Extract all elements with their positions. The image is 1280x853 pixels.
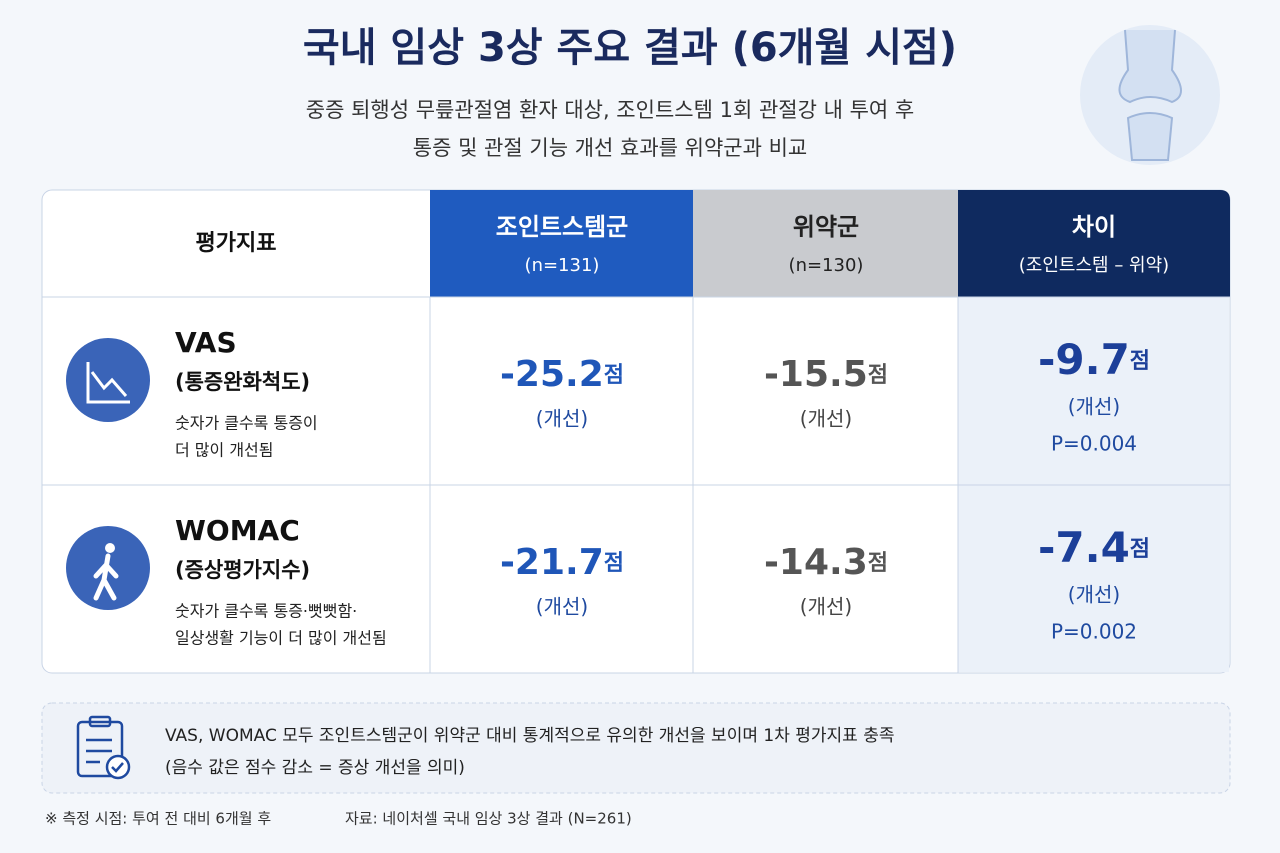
metric-desc: 더 많이 개선됨 <box>175 441 274 460</box>
header-cell <box>430 190 693 297</box>
metric-sub: (증상평가지수) <box>175 558 310 582</box>
column-title: 위약군 <box>793 213 859 241</box>
metric-sub: (통증완화척도) <box>175 370 310 394</box>
note-text: (음수 값은 점수 감소 = 증상 개선을 의미) <box>165 758 465 778</box>
table-lines <box>42 296 1230 673</box>
value: -21.7 <box>500 542 604 583</box>
value: -14.3 <box>764 542 868 583</box>
table <box>41 189 1231 674</box>
column-title: 평가지표 <box>196 231 277 256</box>
header-cell <box>693 190 958 297</box>
result-note: (개선) <box>1068 583 1120 607</box>
result-value: -9.7점 <box>1038 335 1150 384</box>
unit: 점 <box>604 363 624 388</box>
knee-icon <box>1080 25 1220 165</box>
column-title: 조인트스템군 <box>496 213 628 241</box>
unit: 점 <box>1130 537 1150 562</box>
subtitle: 중증 퇴행성 무릎관절염 환자 대상, 조인트스템 1회 관절강 내 투여 후 <box>306 98 914 122</box>
result-note: (개선) <box>536 595 588 619</box>
value: -7.4 <box>1038 523 1130 572</box>
footer-text: ※ 측정 시점: 투여 전 대비 6개월 후 <box>45 810 271 828</box>
p-value: P=0.004 <box>1051 432 1137 456</box>
value: -15.5 <box>764 354 868 395</box>
row-icon <box>66 338 150 422</box>
metric-name: VAS <box>175 326 237 359</box>
row-icon-glyph <box>93 553 119 601</box>
result-value: -7.4점 <box>1038 523 1150 572</box>
result-value: -21.7점 <box>500 542 624 583</box>
note-text: VAS, WOMAC 모두 조인트스템군이 위약군 대비 통계적으로 유의한 개… <box>165 726 895 746</box>
metric-desc: 숫자가 클수록 통증이 <box>175 414 318 433</box>
result-note: (개선) <box>1068 395 1120 419</box>
result-value: -25.2점 <box>500 354 624 395</box>
row-icon-glyph <box>86 362 130 404</box>
unit: 점 <box>1130 349 1150 374</box>
column-title: 차이 <box>1072 213 1116 241</box>
column-sub: (n=131) <box>525 255 600 276</box>
column-sub: (조인트스템 – 위약) <box>1019 255 1169 276</box>
header-cell <box>958 190 1230 297</box>
unit: 점 <box>868 551 888 576</box>
metric-desc: 일상생활 기능이 더 많이 개선됨 <box>175 629 387 648</box>
result-value: -14.3점 <box>764 542 888 583</box>
title: 국내 임상 3상 주요 결과 (6개월 시점) <box>303 25 957 71</box>
row-icon-glyph <box>105 543 115 553</box>
footer-text: 자료: 네이처셀 국내 임상 3상 결과 (N=261) <box>345 810 632 828</box>
result-note: (개선) <box>800 407 852 431</box>
subtitle: 통증 및 관절 기능 개선 효과를 위약군과 비교 <box>413 136 808 160</box>
value: -9.7 <box>1038 335 1130 384</box>
result-value: -15.5점 <box>764 354 888 395</box>
p-value: P=0.002 <box>1051 620 1137 644</box>
unit: 점 <box>604 551 624 576</box>
column-sub: (n=130) <box>789 255 864 276</box>
clipboard-icon <box>76 715 131 780</box>
value: -25.2 <box>500 354 604 395</box>
note-box <box>41 702 1231 794</box>
metric-name: WOMAC <box>175 514 300 547</box>
result-note: (개선) <box>536 407 588 431</box>
metric-desc: 숫자가 클수록 통증·뻣뻣함· <box>175 602 357 621</box>
unit: 점 <box>868 363 888 388</box>
result-note: (개선) <box>800 595 852 619</box>
